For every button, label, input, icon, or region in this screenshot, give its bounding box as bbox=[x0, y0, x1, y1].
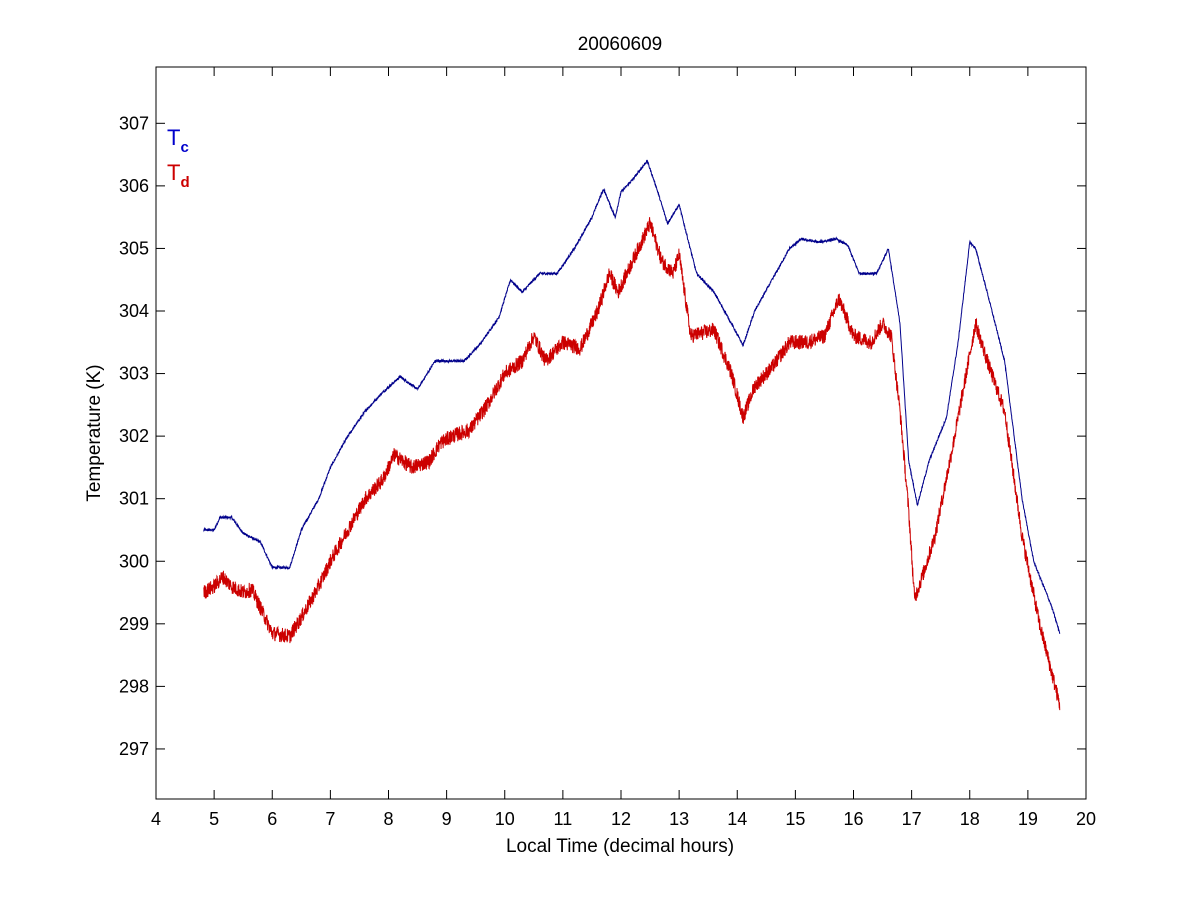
y-axis-label: Temperature (K) bbox=[84, 364, 105, 501]
x-tick-label: 19 bbox=[1018, 809, 1038, 829]
y-tick-label: 301 bbox=[119, 489, 149, 509]
y-tick-label: 306 bbox=[119, 176, 149, 196]
legend: Tc Td bbox=[167, 125, 190, 191]
x-tick-label: 4 bbox=[151, 809, 161, 829]
x-tick-label: 11 bbox=[554, 809, 573, 829]
x-tick-label: 17 bbox=[902, 809, 922, 829]
x-tick-label: 5 bbox=[209, 809, 219, 829]
x-tick-label: 8 bbox=[383, 809, 393, 829]
x-tick-label: 13 bbox=[669, 809, 689, 829]
y-tick-label: 298 bbox=[119, 676, 149, 696]
legend-tc-main: T bbox=[167, 125, 180, 150]
y-tick-label: 300 bbox=[119, 551, 149, 571]
x-tick-label: 6 bbox=[267, 809, 277, 829]
x-tick-label: 9 bbox=[442, 809, 452, 829]
y-tick-label: 303 bbox=[119, 364, 149, 384]
x-tick-label: 20 bbox=[1076, 809, 1096, 829]
x-tick-label: 14 bbox=[727, 809, 747, 829]
legend-td-main: T bbox=[167, 160, 180, 185]
y-tick-label: 299 bbox=[119, 614, 149, 634]
y-tick-label: 297 bbox=[119, 739, 149, 759]
series-line-tc bbox=[203, 159, 1061, 634]
x-tick-label: 18 bbox=[960, 809, 980, 829]
y-tick-label: 307 bbox=[119, 113, 149, 133]
y-tick-label: 304 bbox=[119, 301, 149, 321]
x-axis-label: Local Time (decimal hours) bbox=[506, 836, 734, 857]
x-tick-label: 10 bbox=[495, 809, 515, 829]
plot-area: 4 5 6 7 8 9 10 11 12 13 14 15 16 17 18 19 20 297 298 299 300… bbox=[119, 66, 1096, 829]
legend-tc-sub: c bbox=[180, 139, 188, 156]
y-tick-label: 305 bbox=[119, 238, 149, 258]
x-tick-label: 16 bbox=[843, 809, 863, 829]
legend-td-sub: d bbox=[180, 174, 189, 191]
chart-title: 20060609 bbox=[578, 34, 663, 55]
y-tick-label: 302 bbox=[119, 426, 149, 446]
series-line-td bbox=[203, 217, 1061, 711]
x-tick-label: 15 bbox=[785, 809, 805, 829]
legend-entry-tc: Tc bbox=[167, 125, 189, 156]
legend-entry-td: Td bbox=[167, 160, 190, 191]
x-tick-label: 7 bbox=[325, 809, 335, 829]
x-tick-label: 12 bbox=[611, 809, 631, 829]
